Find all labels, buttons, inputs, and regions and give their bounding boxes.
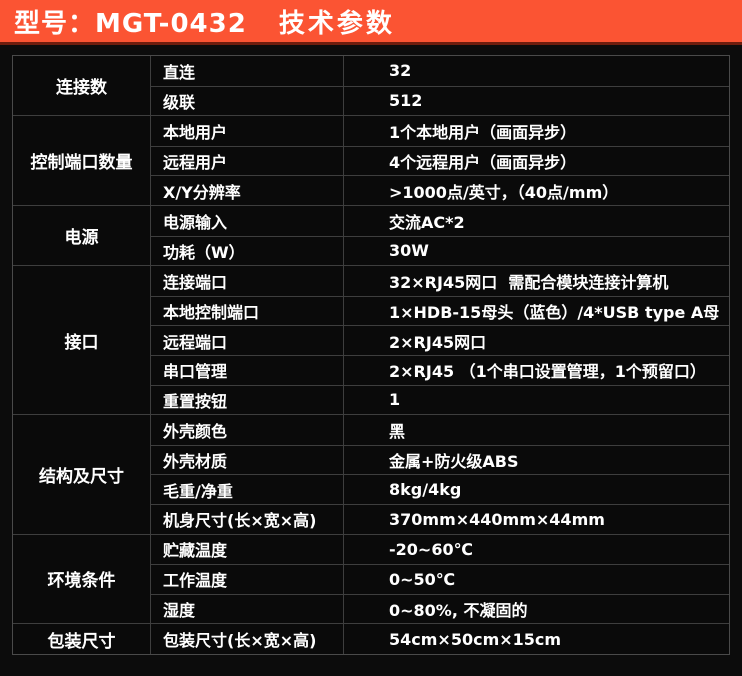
param-label: 湿度 (151, 594, 344, 624)
category-cell: 环境条件 (13, 534, 151, 624)
table-row: 机身尺寸(长×宽×高) 370mm×440mm×44mm (151, 503, 729, 534)
model-label: 型号：MGT-0432 (14, 8, 247, 39)
spec-group: 连接数 直连 32 级联 512 (13, 56, 729, 116)
group-rows: 直连 32 级联 512 (151, 56, 729, 116)
table-row: 工作温度 0~50℃ (151, 564, 729, 594)
param-label: 直连 (151, 56, 344, 86)
category-cell: 电源 (13, 205, 151, 266)
table-row: 本地用户 1个本地用户（画面异步） (151, 116, 729, 146)
category-cell: 结构及尺寸 (13, 415, 151, 534)
param-label: 远程用户 (151, 146, 344, 176)
param-value: 1 (389, 390, 401, 410)
param-value: 30W (389, 241, 429, 261)
group-rows: 贮藏温度 -20~60℃ 工作温度 0~50℃ 湿度 0~80%, 不凝固的 (151, 534, 729, 624)
param-value: 0~80%, 不凝固的 (389, 600, 528, 620)
param-label: X/Y分辨率 (151, 176, 344, 205)
param-label: 连接端口 (151, 266, 344, 296)
table-row: 远程用户 4个远程用户（画面异步） (151, 145, 729, 176)
param-label: 贮藏温度 (151, 534, 344, 565)
param-value: 1个本地用户（画面异步） (389, 122, 577, 142)
param-value: 金属+防火级ABS (389, 452, 519, 472)
param-value: 黑 (389, 421, 406, 441)
param-value: 32×RJ45网口 需配合模块连接计算机 (389, 272, 669, 292)
table-row: 连接端口 32×RJ45网口 需配合模块连接计算机 (151, 266, 729, 296)
table-row: 功耗（W） 30W (151, 235, 729, 266)
param-value: 512 (389, 91, 423, 111)
spec-group: 控制端口数量 本地用户 1个本地用户（画面异步） 远程用户 4个远程用户（画面异步） X/… (13, 115, 729, 205)
param-value: -20~60℃ (389, 539, 473, 559)
category-cell: 连接数 (13, 56, 151, 116)
param-value: 2×RJ45 （1个串口设置管理，1个预留口） (389, 362, 706, 382)
param-value: 54cm×50cm×15cm (389, 629, 562, 649)
title-bar: 型号：MGT-0432 技术参数 (0, 0, 742, 45)
table-row: 电源输入 交流AC*2 (151, 205, 729, 236)
category-cell: 包装尺寸 (13, 624, 151, 654)
param-label: 外壳材质 (151, 445, 344, 475)
spec-group: 环境条件 贮藏温度 -20~60℃ 工作温度 0~50℃ 湿度 0~80%, 不凝固的 (13, 533, 729, 624)
table-row: 贮藏温度 -20~60℃ (151, 534, 729, 565)
param-label: 包装尺寸(长×宽×高) (151, 624, 344, 654)
param-label: 本地用户 (151, 116, 344, 146)
spec-group: 接口 连接端口 32×RJ45网口 需配合模块连接计算机本地控制端口 1×HDB-15… (13, 265, 729, 415)
spec-group: 包装尺寸 包装尺寸(长×宽×高) 54cm×50cm×15cm (13, 623, 729, 654)
param-label: 级联 (151, 86, 344, 116)
param-label: 机身尺寸(长×宽×高) (151, 504, 344, 534)
param-label: 外壳颜色 (151, 415, 344, 445)
param-value: 0~50℃ (389, 569, 456, 589)
spec-group: 结构及尺寸 外壳颜色 黑外壳材质 金属+防火级ABS 毛重/净重 8kg/4kg 机身尺寸(… (13, 414, 729, 534)
group-rows: 连接端口 32×RJ45网口 需配合模块连接计算机本地控制端口 1×HDB-15母头… (151, 266, 729, 415)
param-label: 重置按钮 (151, 385, 344, 415)
table-row: 包装尺寸(长×宽×高) 54cm×50cm×15cm (151, 624, 729, 654)
table-row: 级联 512 (151, 85, 729, 116)
category-cell: 控制端口数量 (13, 116, 151, 205)
param-value: 1×HDB-15母头（蓝色）/4*USB type A母 (389, 303, 720, 323)
param-value: 交流AC*2 (389, 212, 465, 232)
spec-table: 连接数 直连 32 级联 512 控制端口数量 本地用户 1个本地用户（画面异步） 远程用户 4个… (12, 55, 730, 655)
group-rows: 本地用户 1个本地用户（画面异步） 远程用户 4个远程用户（画面异步） X/Y分辨率 >1… (151, 116, 729, 205)
table-row: 串口管理 2×RJ45 （1个串口设置管理，1个预留口） (151, 354, 729, 385)
param-value: 4个远程用户（画面异步） (389, 153, 577, 173)
table-row: 直连 32 (151, 56, 729, 86)
param-label: 毛重/净重 (151, 475, 344, 504)
table-row: 湿度 0~80%, 不凝固的 (151, 593, 729, 624)
table-row: 外壳材质 金属+防火级ABS (151, 444, 729, 475)
table-row: 本地控制端口 1×HDB-15母头（蓝色）/4*USB type A母 (151, 295, 729, 326)
table-row: 外壳颜色 黑 (151, 415, 729, 445)
table-row: 毛重/净重 8kg/4kg (151, 474, 729, 504)
group-rows: 电源输入 交流AC*2 功耗（W） 30W (151, 205, 729, 266)
param-label: 工作温度 (151, 565, 344, 594)
param-label: 串口管理 (151, 355, 344, 385)
param-value: 370mm×440mm×44mm (389, 509, 605, 529)
param-value: 32 (389, 61, 412, 81)
group-rows: 包装尺寸(长×宽×高) 54cm×50cm×15cm (151, 624, 729, 654)
table-row: 远程端口 2×RJ45网口 (151, 325, 729, 355)
category-cell: 接口 (13, 266, 151, 415)
param-label: 本地控制端口 (151, 296, 344, 326)
spec-group: 电源 电源输入 交流AC*2 功耗（W） 30W (13, 204, 729, 266)
param-label: 电源输入 (151, 205, 344, 236)
param-label: 远程端口 (151, 326, 344, 355)
param-value: 8kg/4kg (389, 480, 462, 500)
table-row: 重置按钮 1 (151, 384, 729, 415)
param-value: 2×RJ45网口 (389, 332, 487, 352)
param-value: >1000点/英寸，（40点/mm） (389, 182, 619, 202)
param-label: 功耗（W） (151, 236, 344, 266)
table-row: X/Y分辨率 >1000点/英寸，（40点/mm） (151, 175, 729, 205)
group-rows: 外壳颜色 黑外壳材质 金属+防火级ABS 毛重/净重 8kg/4kg 机身尺寸(长×宽×高… (151, 415, 729, 534)
page-title: 技术参数 (278, 8, 395, 39)
